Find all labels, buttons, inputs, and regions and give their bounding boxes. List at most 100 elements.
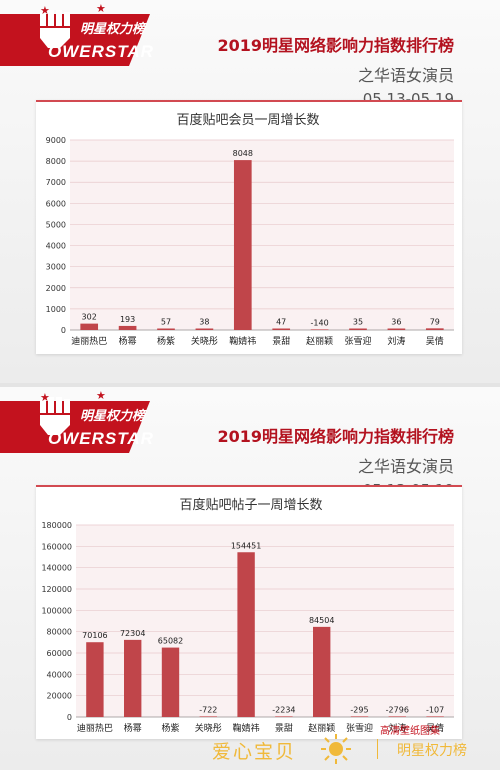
y-tick-label: 0 [61,326,66,335]
brand-name-en: OWERSTAR [48,42,154,61]
page-title: 2019明星网络影响力指数排行榜 [217,36,454,55]
data-label: 35 [353,318,363,327]
y-tick-label: 20000 [47,692,72,701]
data-label: 57 [161,318,171,327]
x-tick-label: 赵丽颖 [308,722,335,734]
ranking-panel-1: ★ ★ 明星权力榜 OWERSTAR 2019明星网络影响力指数排行榜 之华语女… [0,0,500,383]
ranking-panel-2: ★ ★ 明星权力榜 OWERSTAR 2019明星网络影响力指数排行榜 之华语女… [0,387,500,770]
data-label: -722 [199,705,217,714]
x-tick-label: 刘涛 [388,722,406,734]
y-tick-label: 120000 [41,585,72,594]
data-label: 47 [276,318,286,327]
brand-name-en: OWERSTAR [48,429,154,448]
x-tick-label: 张雪迎 [346,722,373,734]
x-tick-label: 赵丽颖 [306,335,333,347]
bar [426,716,444,717]
bar [313,626,331,717]
powerstar-logo: ★ ★ 明星权力榜 OWERSTAR [0,387,190,467]
bar-chart: 百度贴吧会员一周增长数 0 1000 2000 3000 4000 5000 6000 7000… [46,112,454,347]
data-label: 36 [391,318,401,327]
star-icon: ★ [40,391,50,404]
page-subtitle: 之华语女演员 [357,66,454,85]
y-tick-label: 4000 [46,242,66,251]
bar [233,160,252,330]
star-icon: ★ [96,389,106,402]
chart-card: 百度贴吧帖子一周增长数 0 20000 40000 60000 80000 100000 12… [36,485,462,739]
y-tick-label: 60000 [47,649,72,658]
x-tick-label: 关晓彤 [191,335,218,347]
x-tick-label: 迪丽热巴 [77,722,113,734]
page-header: 2019明星网络影响力指数排行榜 之华语女演员 05.13-05.19 [217,32,454,108]
watermark-text: 高清壁纸图集 [380,726,440,737]
data-label: 70106 [82,631,107,640]
x-tick-label: 吴倩 [426,722,444,734]
data-label: -140 [311,318,329,327]
chart-title: 百度贴吧会员一周增长数 [176,112,319,128]
data-label: 65082 [158,637,183,646]
bar [86,642,104,717]
x-tick-label: 杨幂 [119,335,137,347]
brand-name-cn: 明星权力榜 [80,22,146,37]
bar [275,716,293,717]
bar [349,328,367,330]
x-tick-label: 刘涛 [387,335,405,347]
chart-title: 百度贴吧帖子一周增长数 [179,497,322,513]
y-tick-label: 9000 [46,136,66,145]
y-tick-label: 7000 [46,178,66,187]
y-tick-label: 160000 [41,542,72,551]
x-tick-label: 迪丽热巴 [71,335,107,347]
fist-icon [40,10,70,48]
bar [199,716,217,717]
footer-divider [377,739,378,759]
y-tick-label: 180000 [41,521,72,530]
bar [80,323,99,330]
x-tick-label: 鞠婧祎 [233,722,260,734]
data-label: 8048 [233,149,253,158]
bar [425,328,444,330]
y-tick-label: 40000 [47,670,72,679]
bar [161,647,180,717]
x-tick-label: 张雪迎 [344,335,371,347]
x-tick-label: 杨紫 [157,335,175,347]
data-label: -2796 [386,705,409,714]
fist-icon [40,397,70,435]
data-label: 154451 [231,541,262,550]
page-title: 2019明星网络影响力指数排行榜 [217,427,454,446]
y-tick-label: 5000 [46,220,66,229]
x-tick-label: 景甜 [275,722,293,734]
data-label: -2234 [272,705,295,714]
x-tick-label: 吴倩 [426,335,444,347]
powerstar-logo: ★ ★ 明星权力榜 OWERSTAR [0,0,190,80]
y-tick-label: 6000 [46,199,66,208]
bar [157,328,175,330]
data-label: 79 [430,317,440,326]
data-label: 72304 [120,629,145,638]
data-label: 38 [199,318,209,327]
page-subtitle: 之华语女演员 [357,457,454,476]
bar [350,716,369,717]
data-label: -295 [350,705,368,714]
y-tick-label: 2000 [46,284,66,293]
data-label: -107 [426,705,444,714]
bar-chart: 百度贴吧帖子一周增长数 0 20000 40000 60000 80000 100000 12… [41,497,454,734]
star-icon: ★ [40,4,50,17]
bar [118,325,137,330]
y-tick-label: 100000 [41,606,72,615]
plot-area [70,140,454,330]
bar [388,716,406,717]
bar [272,328,291,330]
data-label: 193 [120,315,135,324]
x-tick-label: 关晓彤 [195,722,222,734]
y-tick-label: 0 [67,713,72,722]
bar [310,329,329,330]
footer-watermark: 爱心宝贝 明星权力榜 [0,727,500,770]
bar [237,552,255,717]
bar [387,328,406,330]
star-icon: ★ [96,2,106,15]
footer-right-text: 明星权力榜 [397,743,467,759]
bar [195,328,214,330]
data-label: 84504 [309,616,334,625]
x-tick-label: 杨幂 [124,722,142,734]
y-tick-label: 140000 [41,564,72,573]
y-tick-label: 3000 [46,263,66,272]
